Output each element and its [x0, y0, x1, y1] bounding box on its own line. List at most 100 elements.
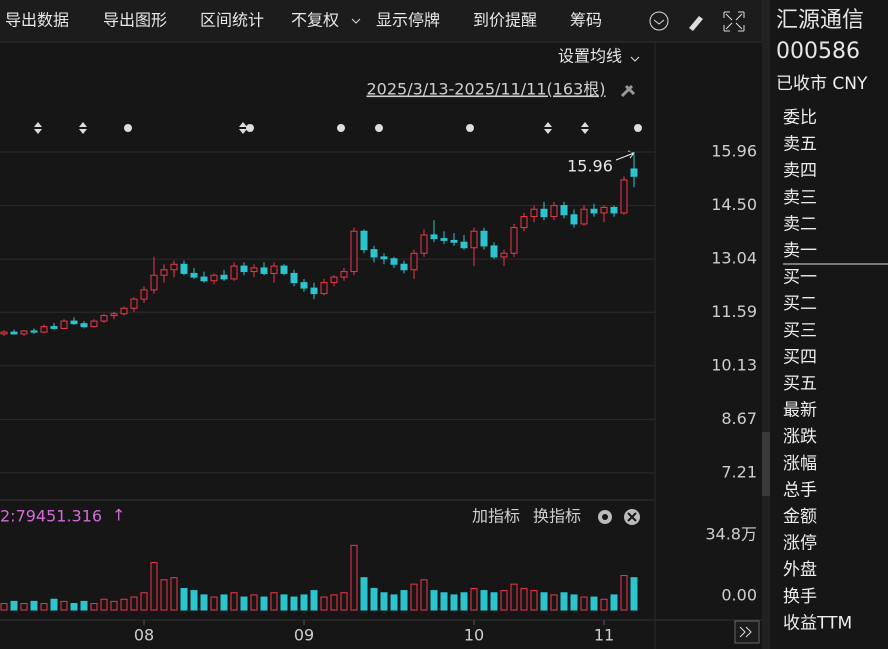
x-tick-label: 10: [464, 626, 484, 645]
candle-body: [30, 330, 38, 333]
candle-body: [540, 208, 548, 218]
candle-body: [320, 282, 328, 295]
candle-body: [270, 265, 278, 274]
signal-marker: [375, 124, 383, 132]
quote-field: 买五: [783, 374, 817, 394]
volume-bar: [280, 594, 288, 611]
pin-icon[interactable]: [620, 84, 636, 98]
splitter[interactable]: [762, 0, 770, 649]
brush-icon[interactable]: [689, 16, 703, 31]
candle-body: [250, 267, 258, 273]
toolbar-button[interactable]: 筹码: [570, 11, 602, 30]
candle-body: [490, 245, 498, 258]
range-label[interactable]: 2025/3/13-2025/11/11(163根): [366, 80, 605, 99]
signal-marker: [337, 124, 345, 132]
volume-bar: [540, 592, 548, 611]
close-icon: [627, 512, 637, 522]
candle-body: [0, 331, 8, 335]
volume-bar: [290, 596, 298, 611]
volume-bar: [80, 600, 88, 611]
scroll-button[interactable]: [734, 620, 760, 644]
quote-field: 卖五: [783, 135, 817, 155]
volume-bar: [470, 587, 478, 611]
volume-bar: [580, 596, 588, 611]
volume-bar: [490, 592, 498, 611]
toolbar-button[interactable]: 区间统计: [200, 11, 264, 30]
quote-field: 买二: [783, 294, 817, 314]
y-tick-label: 10.13: [711, 355, 757, 374]
ma-setting[interactable]: 设置均线: [558, 47, 622, 66]
volume-bar: [510, 583, 518, 611]
candle-body: [360, 230, 368, 251]
volume-bar: [430, 590, 438, 611]
volume-bar: [380, 592, 388, 611]
volume-bar: [70, 603, 78, 611]
candle-body: [420, 234, 428, 254]
candle-body: [530, 208, 538, 218]
candle-body: [180, 263, 188, 274]
volume-bar: [140, 592, 148, 611]
volume-bar: [450, 594, 458, 611]
splitter-handle[interactable]: [762, 432, 770, 496]
candle-body: [580, 208, 588, 225]
volume-indicator: 2:79451.316: [0, 507, 102, 526]
signal-marker: [34, 122, 42, 134]
candle-body: [100, 315, 108, 322]
signal-marker: [466, 124, 474, 132]
volume-bar: [610, 594, 618, 611]
toolbar-button[interactable]: 导出数据: [5, 11, 69, 30]
volume-bar: [10, 600, 18, 611]
candle-body: [450, 239, 458, 243]
toggle-icon: [653, 19, 665, 25]
indicator-button[interactable]: 换指标: [533, 507, 581, 526]
candle-body: [550, 205, 558, 218]
candle-body: [390, 258, 398, 265]
candle-body: [130, 298, 138, 309]
signal-marker: [246, 124, 254, 132]
volume-bar: [550, 594, 558, 611]
volume-bar: [320, 596, 328, 611]
candle-body: [620, 179, 628, 214]
y-tick-label: 7.21: [721, 462, 757, 481]
toggle-icon[interactable]: [649, 11, 669, 31]
y-tick-label: 14.50: [711, 195, 757, 214]
quote-field: 收益TTM: [783, 613, 852, 633]
volume-bar: [60, 600, 68, 611]
stock-name: 汇源通信: [776, 8, 864, 33]
candle-body: [200, 276, 208, 282]
signal-marker: [239, 122, 247, 134]
candle-body: [400, 263, 408, 271]
fullscreen-icon[interactable]: [723, 11, 745, 32]
dropdown-icon: [351, 18, 361, 24]
toolbar-button[interactable]: 显示停牌: [376, 11, 440, 30]
candle-body: [210, 274, 218, 282]
candle-body: [160, 269, 168, 276]
volume-bar: [270, 592, 278, 611]
volume-bar: [40, 603, 48, 611]
volume-bar: [340, 592, 348, 611]
toolbar-button[interactable]: 到价提醒: [473, 11, 537, 30]
volume-tick-label: 0.00: [721, 586, 757, 605]
candle-body: [410, 252, 418, 271]
toolbar-button[interactable]: 不复权: [291, 11, 339, 30]
volume-bar: [560, 592, 568, 611]
candle-body: [330, 276, 338, 284]
indicator-button[interactable]: 加指标: [472, 507, 520, 526]
volume-bar: [30, 600, 38, 611]
quote-field: 卖三: [783, 188, 817, 208]
quote-field: 卖一: [783, 241, 817, 261]
candle-body: [80, 323, 88, 328]
signal-marker: [544, 122, 552, 134]
volume-arrow: ↑: [112, 506, 125, 525]
signal-marker: [634, 124, 642, 132]
quote-field: 涨幅: [783, 454, 817, 474]
candle-body: [260, 267, 268, 274]
volume-bar: [310, 590, 318, 611]
quote-field: 最新: [783, 401, 817, 421]
candle-body: [40, 326, 48, 333]
candle-body: [150, 274, 158, 291]
toolbar-button[interactable]: 导出图形: [103, 11, 167, 30]
candle-body: [590, 208, 598, 214]
candle-body: [480, 230, 488, 247]
